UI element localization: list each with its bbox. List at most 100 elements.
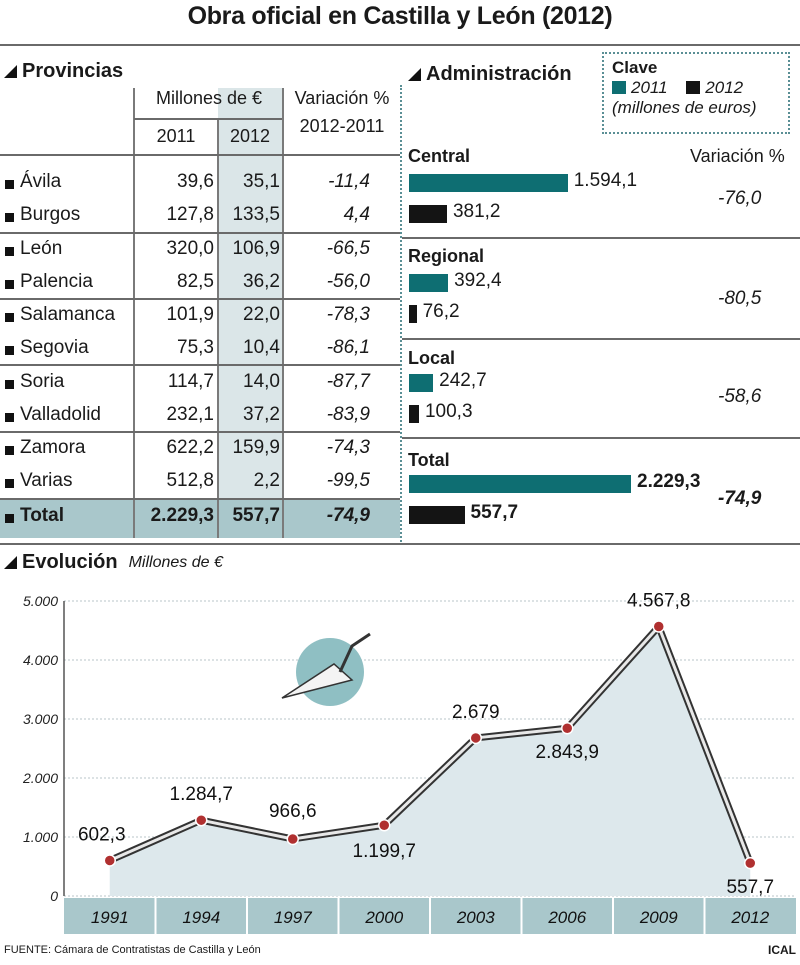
admin-bar-2012-label: 76,2 — [422, 301, 460, 322]
provincias-heading-label: Provincias — [22, 60, 124, 82]
admin-bar-2011 — [409, 274, 449, 292]
provincias-table: Millones de € 2011 2012 Variación % 2012… — [0, 82, 400, 542]
section-triangle-icon — [4, 556, 17, 569]
value-2011: 320,0 — [166, 238, 214, 259]
legend-entries: 2011 2012 — [612, 78, 780, 98]
province-name: Segovia — [20, 337, 89, 358]
value-2011: 622,2 — [166, 437, 214, 458]
variation-value: -74,3 — [326, 437, 370, 458]
admin-bar-2012-label: 100,3 — [424, 401, 473, 422]
data-label: 602,3 — [78, 824, 126, 845]
total-value-2012: 557,7 — [232, 505, 280, 526]
data-label: 1.284,7 — [170, 784, 233, 805]
value-2012: 2,2 — [253, 470, 280, 491]
trowel-handle — [338, 632, 371, 673]
province-name: Ávila — [20, 171, 62, 192]
data-point — [286, 832, 299, 846]
value-2011: 512,8 — [166, 470, 214, 491]
group-rule — [0, 298, 400, 300]
value-2011: 82,5 — [177, 271, 214, 292]
province-row: Segovia 75,3 10,4 -86,1 — [0, 333, 400, 366]
data-point — [378, 818, 391, 832]
bullet-icon — [5, 446, 14, 455]
variation-value: -66,5 — [326, 238, 370, 259]
total-value-2011: 2.229,3 — [150, 505, 214, 526]
variation-value: -83,9 — [326, 404, 370, 425]
y-tick-label: 3.000 — [23, 711, 58, 727]
value-2012: 10,4 — [243, 337, 280, 358]
province-name: León — [20, 238, 63, 259]
total-variation: -74,9 — [326, 505, 370, 526]
legend-title: Clave — [612, 58, 658, 77]
legend-box: Clave 2011 2012 (millones de euros) — [602, 52, 790, 134]
admin-variation: -80,5 — [718, 288, 762, 309]
section-bottom-rule — [0, 543, 800, 545]
legend-label-2011: 2011 — [631, 78, 668, 97]
admin-bar-2011 — [409, 174, 568, 192]
header-variation: Variación % — [294, 88, 390, 108]
bullet-icon — [5, 313, 14, 322]
section-triangle-icon — [408, 68, 421, 81]
legend-units: (millones de euros) — [612, 98, 757, 117]
trowel-blade — [281, 663, 354, 699]
y-tick-label: 2.000 — [22, 770, 58, 786]
value-2011: 101,9 — [166, 304, 214, 325]
value-2012: 35,1 — [243, 171, 280, 192]
province-name: Soria — [20, 371, 65, 392]
evolucion-units: Millones de € — [128, 553, 223, 571]
value-2011: 127,8 — [166, 204, 214, 225]
x-tick-label: 2009 — [639, 908, 678, 927]
group-rule — [0, 431, 400, 433]
admin-bar-2011-label: 392,4 — [454, 270, 502, 291]
header-bottom-rule — [0, 154, 400, 156]
column-divider — [133, 88, 135, 538]
data-point — [103, 854, 116, 867]
value-2012: 37,2 — [243, 404, 280, 425]
province-name: Salamanca — [20, 304, 116, 325]
value-2012: 106,9 — [232, 238, 280, 259]
variation-value: -78,3 — [326, 304, 370, 325]
y-tick-label: 1.000 — [23, 829, 58, 845]
value-2011: 39,6 — [177, 171, 214, 192]
admin-group-label: Regional — [408, 246, 485, 266]
variation-value: -87,7 — [326, 371, 370, 392]
brand-label: ICAL — [768, 943, 796, 957]
value-2012: 36,2 — [243, 271, 280, 292]
variation-value: -11,4 — [328, 171, 370, 192]
x-tick-label: 2000 — [364, 908, 403, 927]
value-2011: 232,1 — [166, 404, 214, 425]
admin-bar-2011 — [409, 374, 434, 392]
province-row: Valladolid 232,1 37,2 -83,9 — [0, 400, 400, 433]
y-tick-label: 0 — [50, 888, 58, 904]
section-triangle-icon — [4, 65, 17, 78]
administracion-heading-label: Administración — [426, 63, 572, 85]
bullet-icon — [5, 280, 14, 289]
variation-value: 4,4 — [343, 204, 370, 225]
province-row: Palencia 82,5 36,2 -56,0 — [0, 267, 400, 300]
value-2012: 14,0 — [243, 371, 280, 392]
variation-header: Variación % — [690, 146, 785, 166]
x-tick-label: 2012 — [730, 908, 769, 927]
bullet-icon — [5, 380, 14, 389]
data-point — [561, 721, 574, 735]
evolution-chart: 0 1.000 2.000 3.000 4.000 5.000 602,3 1.284,7 96… — [22, 590, 796, 934]
bullet-icon — [5, 346, 14, 355]
admin-bar-2012 — [409, 506, 465, 524]
legend-swatch-2011 — [612, 81, 626, 94]
evolucion-heading: Evolución Millones de € — [4, 551, 223, 574]
province-row: León 320,0 106,9 -66,5 — [0, 234, 400, 267]
header-variation-range: 2012-2011 — [299, 116, 385, 136]
admin-group-rule — [402, 437, 800, 439]
admin-bar-2011 — [409, 475, 631, 493]
total-row-background — [0, 498, 400, 538]
x-tick-label: 1991 — [91, 908, 129, 927]
province-row: Burgos 127,8 133,5 4,4 — [0, 200, 400, 233]
admin-variation: -74,9 — [718, 488, 762, 509]
admin-group-rule — [402, 338, 800, 340]
group-rule — [0, 498, 400, 500]
admin-group-label: Local — [408, 348, 456, 368]
admin-bar-2011-label: 242,7 — [439, 370, 487, 391]
x-tick-label: 1994 — [182, 908, 220, 927]
area-fill — [109, 626, 751, 896]
